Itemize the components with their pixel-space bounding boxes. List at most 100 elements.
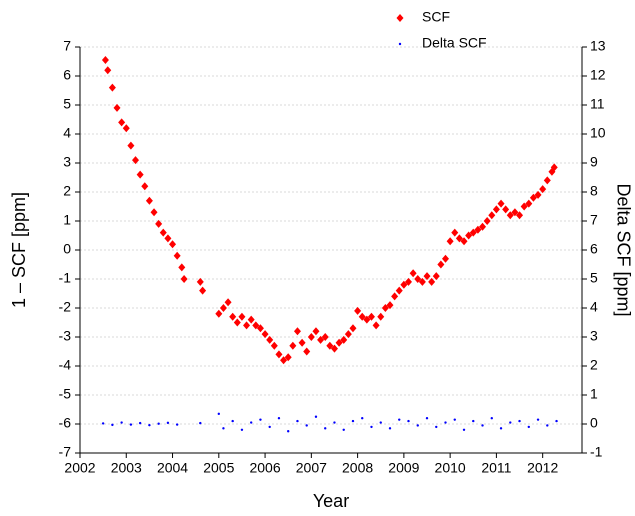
point — [120, 421, 123, 424]
point — [108, 83, 116, 92]
point — [529, 193, 537, 202]
point — [317, 335, 325, 344]
point — [324, 427, 327, 430]
point — [173, 251, 181, 260]
point — [483, 217, 491, 225]
point — [113, 103, 121, 112]
point — [416, 424, 419, 427]
point — [178, 263, 186, 272]
y-tick-label: 0 — [63, 241, 71, 257]
y2-tick-label: 11 — [590, 96, 605, 112]
point — [180, 275, 188, 283]
point — [270, 341, 278, 350]
point — [312, 327, 320, 336]
x-tick-label: 2011 — [481, 460, 511, 476]
point — [284, 353, 292, 362]
legend-marker — [396, 14, 404, 22]
y2-tick-label: 8 — [590, 183, 598, 199]
point — [247, 315, 255, 324]
x-tick-label: 2008 — [342, 460, 373, 476]
point — [249, 421, 253, 424]
point — [518, 419, 521, 423]
point — [224, 298, 232, 307]
point — [150, 208, 158, 217]
y-tick-label: 2 — [63, 183, 71, 199]
point — [546, 424, 549, 427]
point — [231, 419, 234, 423]
point — [435, 425, 438, 429]
point — [462, 428, 466, 431]
point — [499, 427, 503, 430]
point — [293, 327, 301, 336]
y2-tick-label: 6 — [590, 241, 598, 257]
point — [377, 312, 385, 321]
legend-label: Delta SCF — [422, 35, 487, 51]
point — [502, 205, 510, 214]
point — [388, 427, 392, 430]
point — [479, 222, 487, 231]
point — [305, 424, 308, 427]
point — [307, 333, 315, 341]
point — [465, 231, 473, 240]
point — [175, 423, 179, 426]
point — [238, 312, 246, 321]
y-tick-label: -3 — [59, 328, 72, 344]
point — [340, 335, 348, 344]
point — [386, 301, 394, 310]
point — [277, 417, 281, 420]
y-tick-label: 7 — [63, 38, 71, 54]
point — [342, 428, 345, 431]
point — [358, 312, 366, 321]
point — [550, 163, 558, 172]
point — [145, 196, 153, 205]
point — [432, 272, 440, 281]
point — [101, 56, 109, 65]
point — [164, 234, 172, 243]
point — [159, 228, 167, 237]
point — [497, 199, 505, 208]
point — [423, 272, 431, 281]
point — [539, 185, 547, 194]
y-tick-label: -6 — [59, 415, 72, 431]
legend-label: SCF — [422, 9, 450, 25]
y-tick-label: -7 — [59, 444, 72, 460]
point — [536, 418, 540, 421]
point — [101, 422, 105, 425]
y2-tick-label: 2 — [590, 357, 598, 373]
point — [287, 430, 290, 433]
point — [280, 356, 288, 365]
point — [367, 312, 375, 321]
point — [363, 315, 371, 324]
y-tick-label: -5 — [59, 386, 72, 402]
y-tick-label: -2 — [59, 299, 72, 315]
point — [132, 156, 140, 165]
y2-axis-title: Delta SCF [ppm] — [613, 183, 633, 316]
point — [516, 211, 524, 220]
x-tick-label: 2012 — [527, 460, 558, 476]
point — [296, 419, 299, 423]
point — [361, 417, 364, 420]
point — [111, 423, 114, 427]
point — [446, 237, 454, 246]
point — [414, 275, 422, 283]
point — [370, 425, 373, 429]
point — [472, 419, 475, 423]
point — [252, 321, 260, 330]
point — [303, 347, 311, 356]
point — [354, 306, 362, 315]
point — [555, 419, 558, 423]
point — [428, 277, 436, 286]
y2-tick-label: 4 — [590, 299, 598, 315]
point — [243, 321, 251, 330]
x-tick-label: 2009 — [388, 460, 419, 476]
point — [437, 260, 445, 269]
point — [511, 208, 519, 217]
point — [409, 269, 417, 278]
point — [104, 66, 112, 75]
point — [148, 423, 151, 427]
point — [455, 234, 463, 243]
point — [199, 421, 202, 425]
point — [169, 240, 177, 249]
point — [469, 228, 477, 237]
